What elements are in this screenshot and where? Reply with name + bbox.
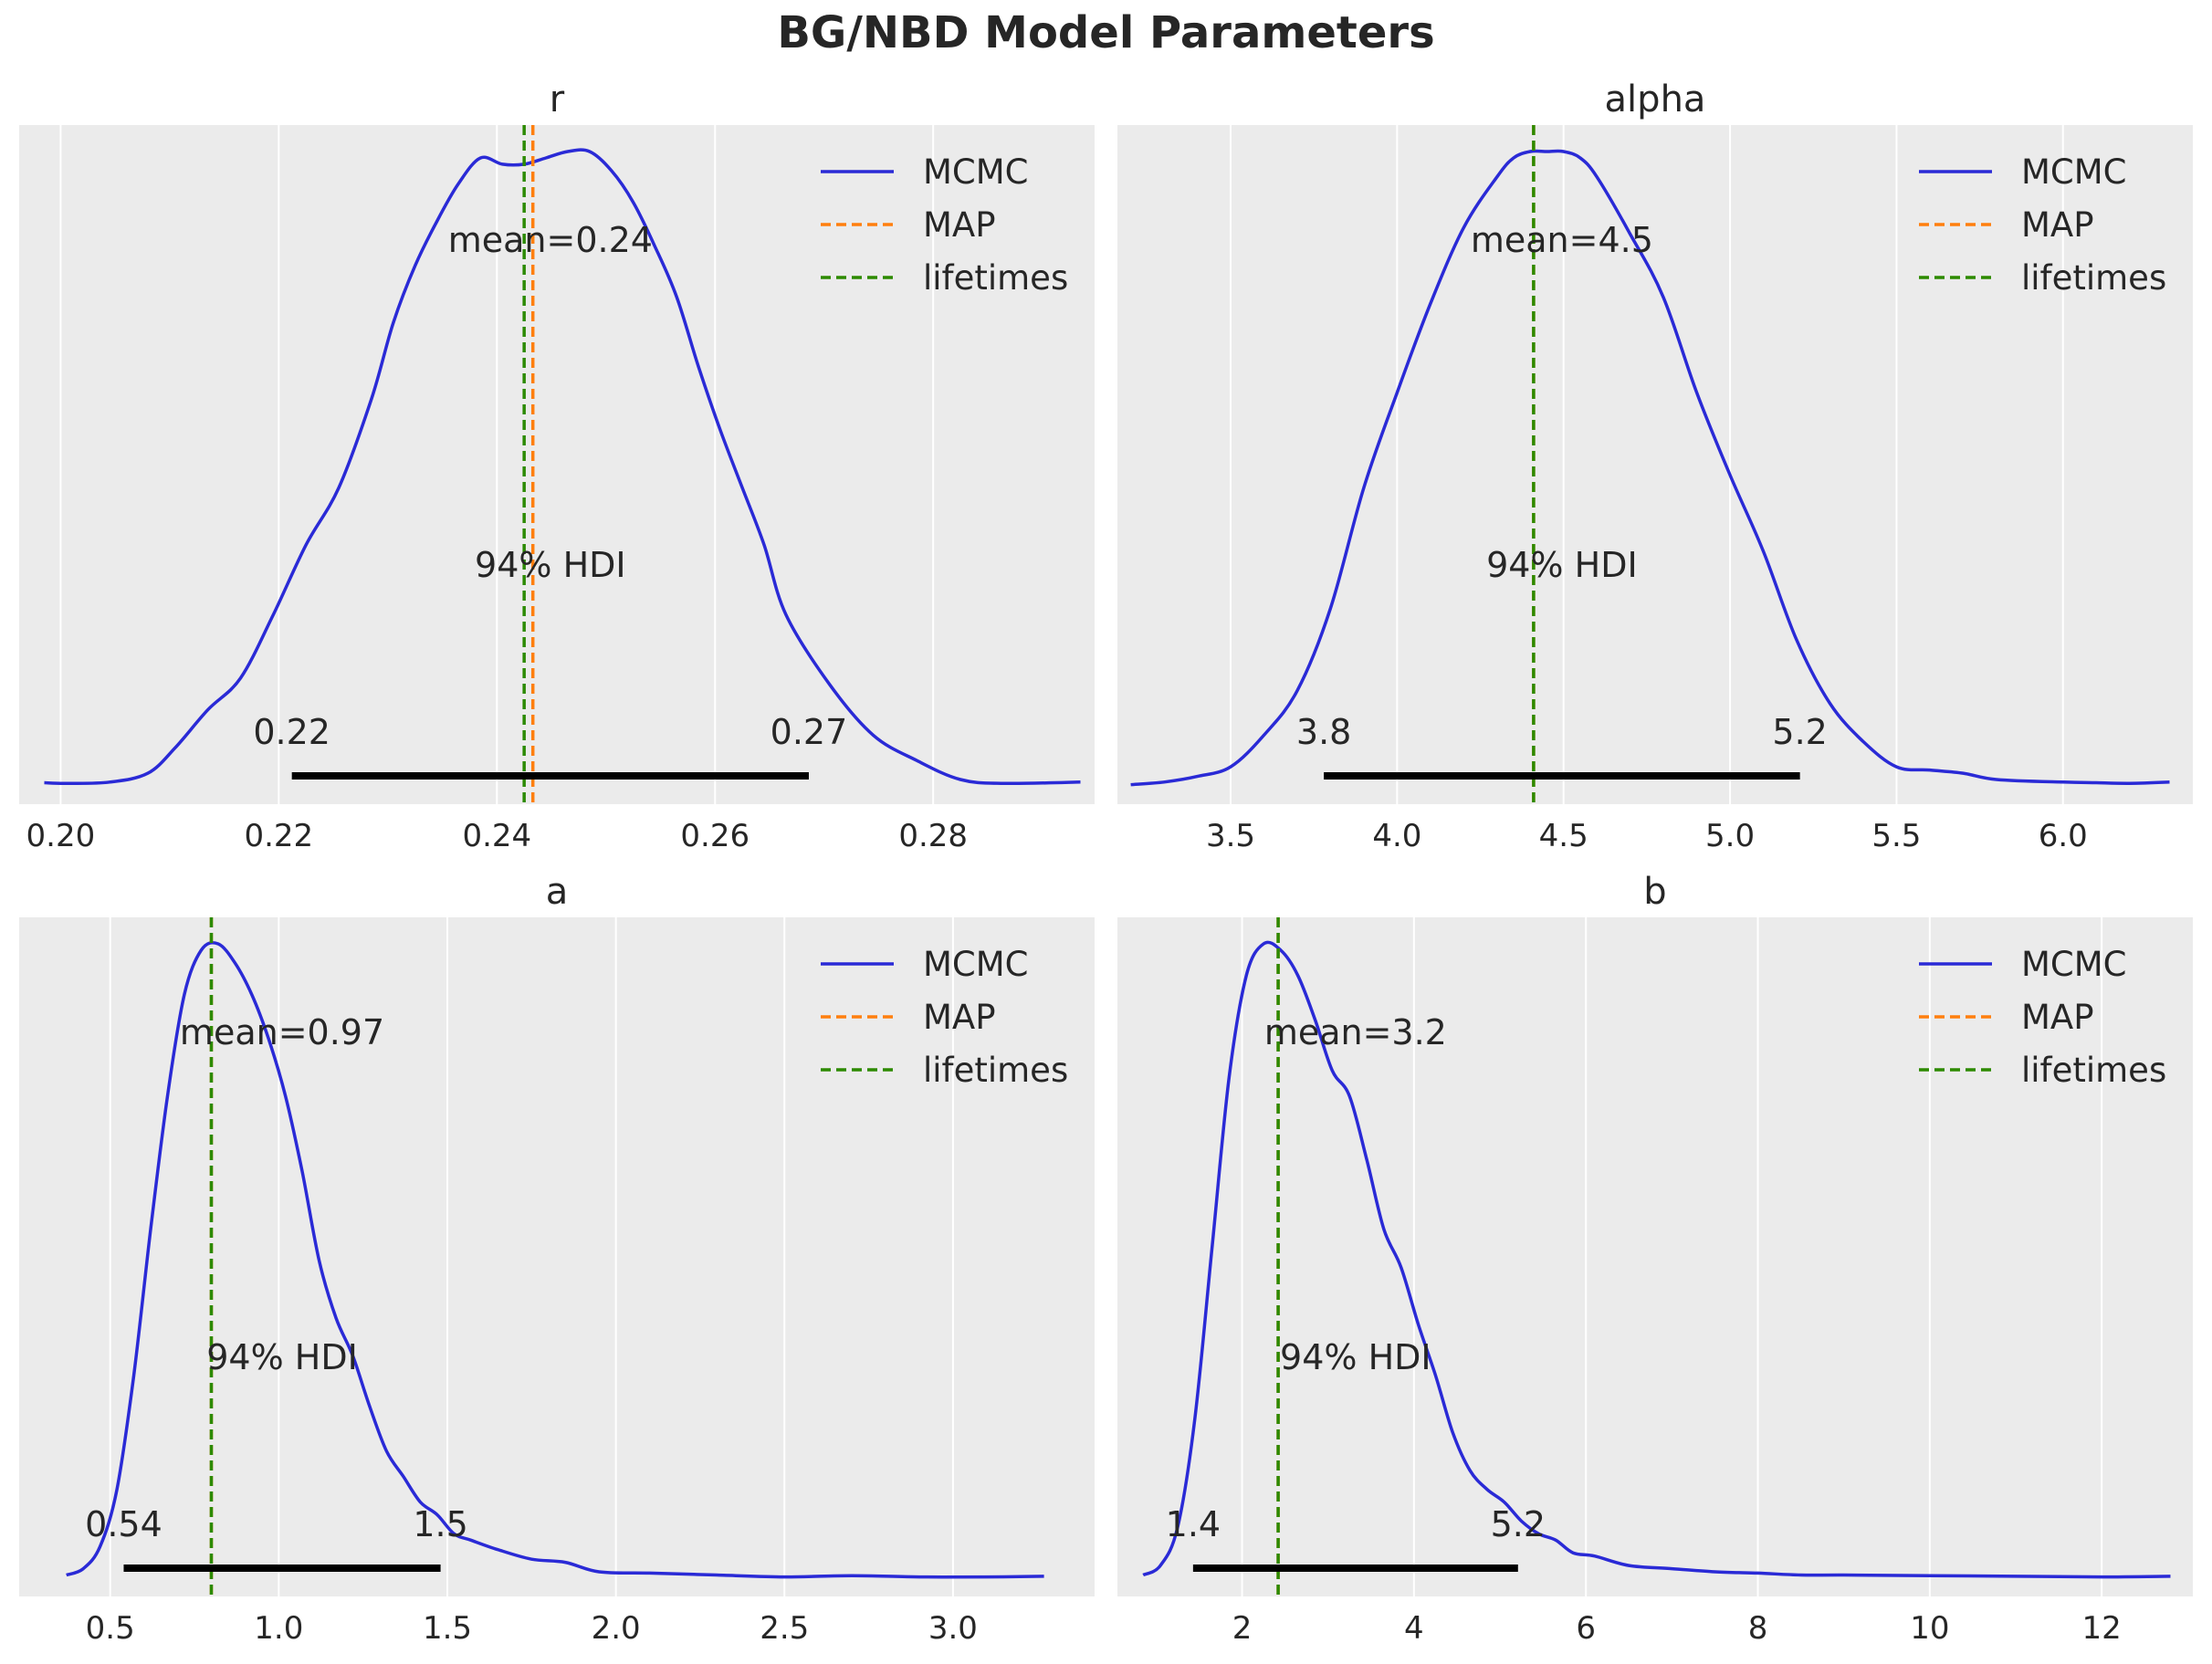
mcmc-density-line <box>1130 149 2170 787</box>
legend-label-mcmc: MCMC <box>923 152 1029 192</box>
plot-area <box>19 917 1095 1596</box>
mean-label: mean=0.97 <box>180 1012 384 1052</box>
plot-contents <box>66 917 1044 1596</box>
plot-area <box>19 125 1095 804</box>
hdi-upper-label: 1.5 <box>413 1504 467 1544</box>
mcmc-density-line <box>44 148 1081 786</box>
legend-label-map: MAP <box>2021 205 2094 245</box>
x-tick-label: 0.28 <box>898 818 968 854</box>
x-tick-label: 2.0 <box>592 1610 641 1647</box>
plot-contents <box>1130 125 2170 804</box>
x-tick-label: 6.0 <box>2039 818 2088 854</box>
mean-label: mean=0.24 <box>448 220 653 260</box>
subplot-title: a <box>546 871 569 913</box>
x-tick-label: 12 <box>2082 1610 2122 1647</box>
legend-label-map: MAP <box>2021 998 2094 1037</box>
subplot-title: alpha <box>1605 78 1706 120</box>
plot-contents <box>44 125 1081 804</box>
hdi-lower-label: 1.4 <box>1166 1504 1221 1544</box>
legend-label-lifetimes: lifetimes <box>2021 1051 2166 1090</box>
x-tick-label: 10 <box>1910 1610 1949 1647</box>
legend-label-mcmc: MCMC <box>923 945 1029 984</box>
x-tick-label: 4.0 <box>1372 818 1421 854</box>
x-tick-label: 3.5 <box>1206 818 1255 854</box>
x-tick-label: 0.24 <box>462 818 531 854</box>
legend-label-lifetimes: lifetimes <box>2021 258 2166 298</box>
hdi-lower-label: 0.22 <box>253 712 330 752</box>
hdi-title-label: 94% HDI <box>475 545 626 585</box>
x-tick-label: 0.20 <box>26 818 96 854</box>
legend-label-map: MAP <box>923 205 996 245</box>
legend-label-mcmc: MCMC <box>2021 945 2127 984</box>
mcmc-density-line <box>66 941 1044 1579</box>
hdi-title-label: 94% HDI <box>1486 545 1638 585</box>
x-tick-label: 1.5 <box>423 1610 472 1647</box>
subplot-title: b <box>1643 871 1666 913</box>
x-tick-label: 3.0 <box>928 1610 978 1647</box>
x-tick-label: 6 <box>1576 1610 1596 1647</box>
plot-contents <box>1142 917 2171 1596</box>
mean-label: mean=4.5 <box>1471 220 1653 260</box>
subplot-a: 0.5 1.0 1.5 2.0 2.5 3.0 a 0.54 1.5 mean=0.97 94% H… <box>19 871 1095 1647</box>
legend-label-lifetimes: lifetimes <box>923 1051 1068 1090</box>
hdi-upper-label: 5.2 <box>1772 712 1827 752</box>
legend-label-map: MAP <box>923 998 996 1037</box>
subplot-alpha: 3.5 4.0 4.5 5.0 5.5 6.0 alpha 3.8 5.2 mean=4.5 94%… <box>1117 78 2193 854</box>
legend-label-mcmc: MCMC <box>2021 152 2127 192</box>
x-tick-label: 8 <box>1748 1610 1768 1647</box>
hdi-lower-label: 3.8 <box>1296 712 1351 752</box>
x-tick-label: 0.22 <box>244 818 313 854</box>
x-tick-label: 1.0 <box>254 1610 303 1647</box>
x-tick-label: 2.5 <box>760 1610 809 1647</box>
hdi-title-label: 94% HDI <box>1280 1337 1431 1377</box>
plot-area <box>1117 917 2193 1596</box>
x-tick-label: 4.5 <box>1539 818 1588 854</box>
hdi-upper-label: 0.27 <box>771 712 848 752</box>
x-tick-label: 2 <box>1232 1610 1253 1647</box>
figure-title: BG/NBD Model Parameters <box>777 7 1435 58</box>
x-tick-label: 5.5 <box>1871 818 1921 854</box>
subplot-title: r <box>550 78 565 120</box>
subplot-b: 2 4 6 8 10 12 b 1.4 5.2 mean=3.2 94% HDI MCMC MAP lif… <box>1117 871 2193 1647</box>
x-tick-label: 4 <box>1404 1610 1424 1647</box>
x-tick-label: 0.5 <box>86 1610 135 1647</box>
legend-label-lifetimes: lifetimes <box>923 258 1068 298</box>
x-tick-label: 5.0 <box>1705 818 1755 854</box>
hdi-upper-label: 5.2 <box>1491 1504 1546 1544</box>
mcmc-density-line <box>1142 940 2171 1579</box>
x-tick-label: 0.26 <box>680 818 750 854</box>
mean-label: mean=3.2 <box>1264 1012 1447 1052</box>
hdi-title-label: 94% HDI <box>206 1337 358 1377</box>
subplot-r: 0.20 0.22 0.24 0.26 0.28 r 0.22 0.27 mean=0.24 94… <box>19 78 1095 854</box>
hdi-lower-label: 0.54 <box>85 1504 162 1544</box>
